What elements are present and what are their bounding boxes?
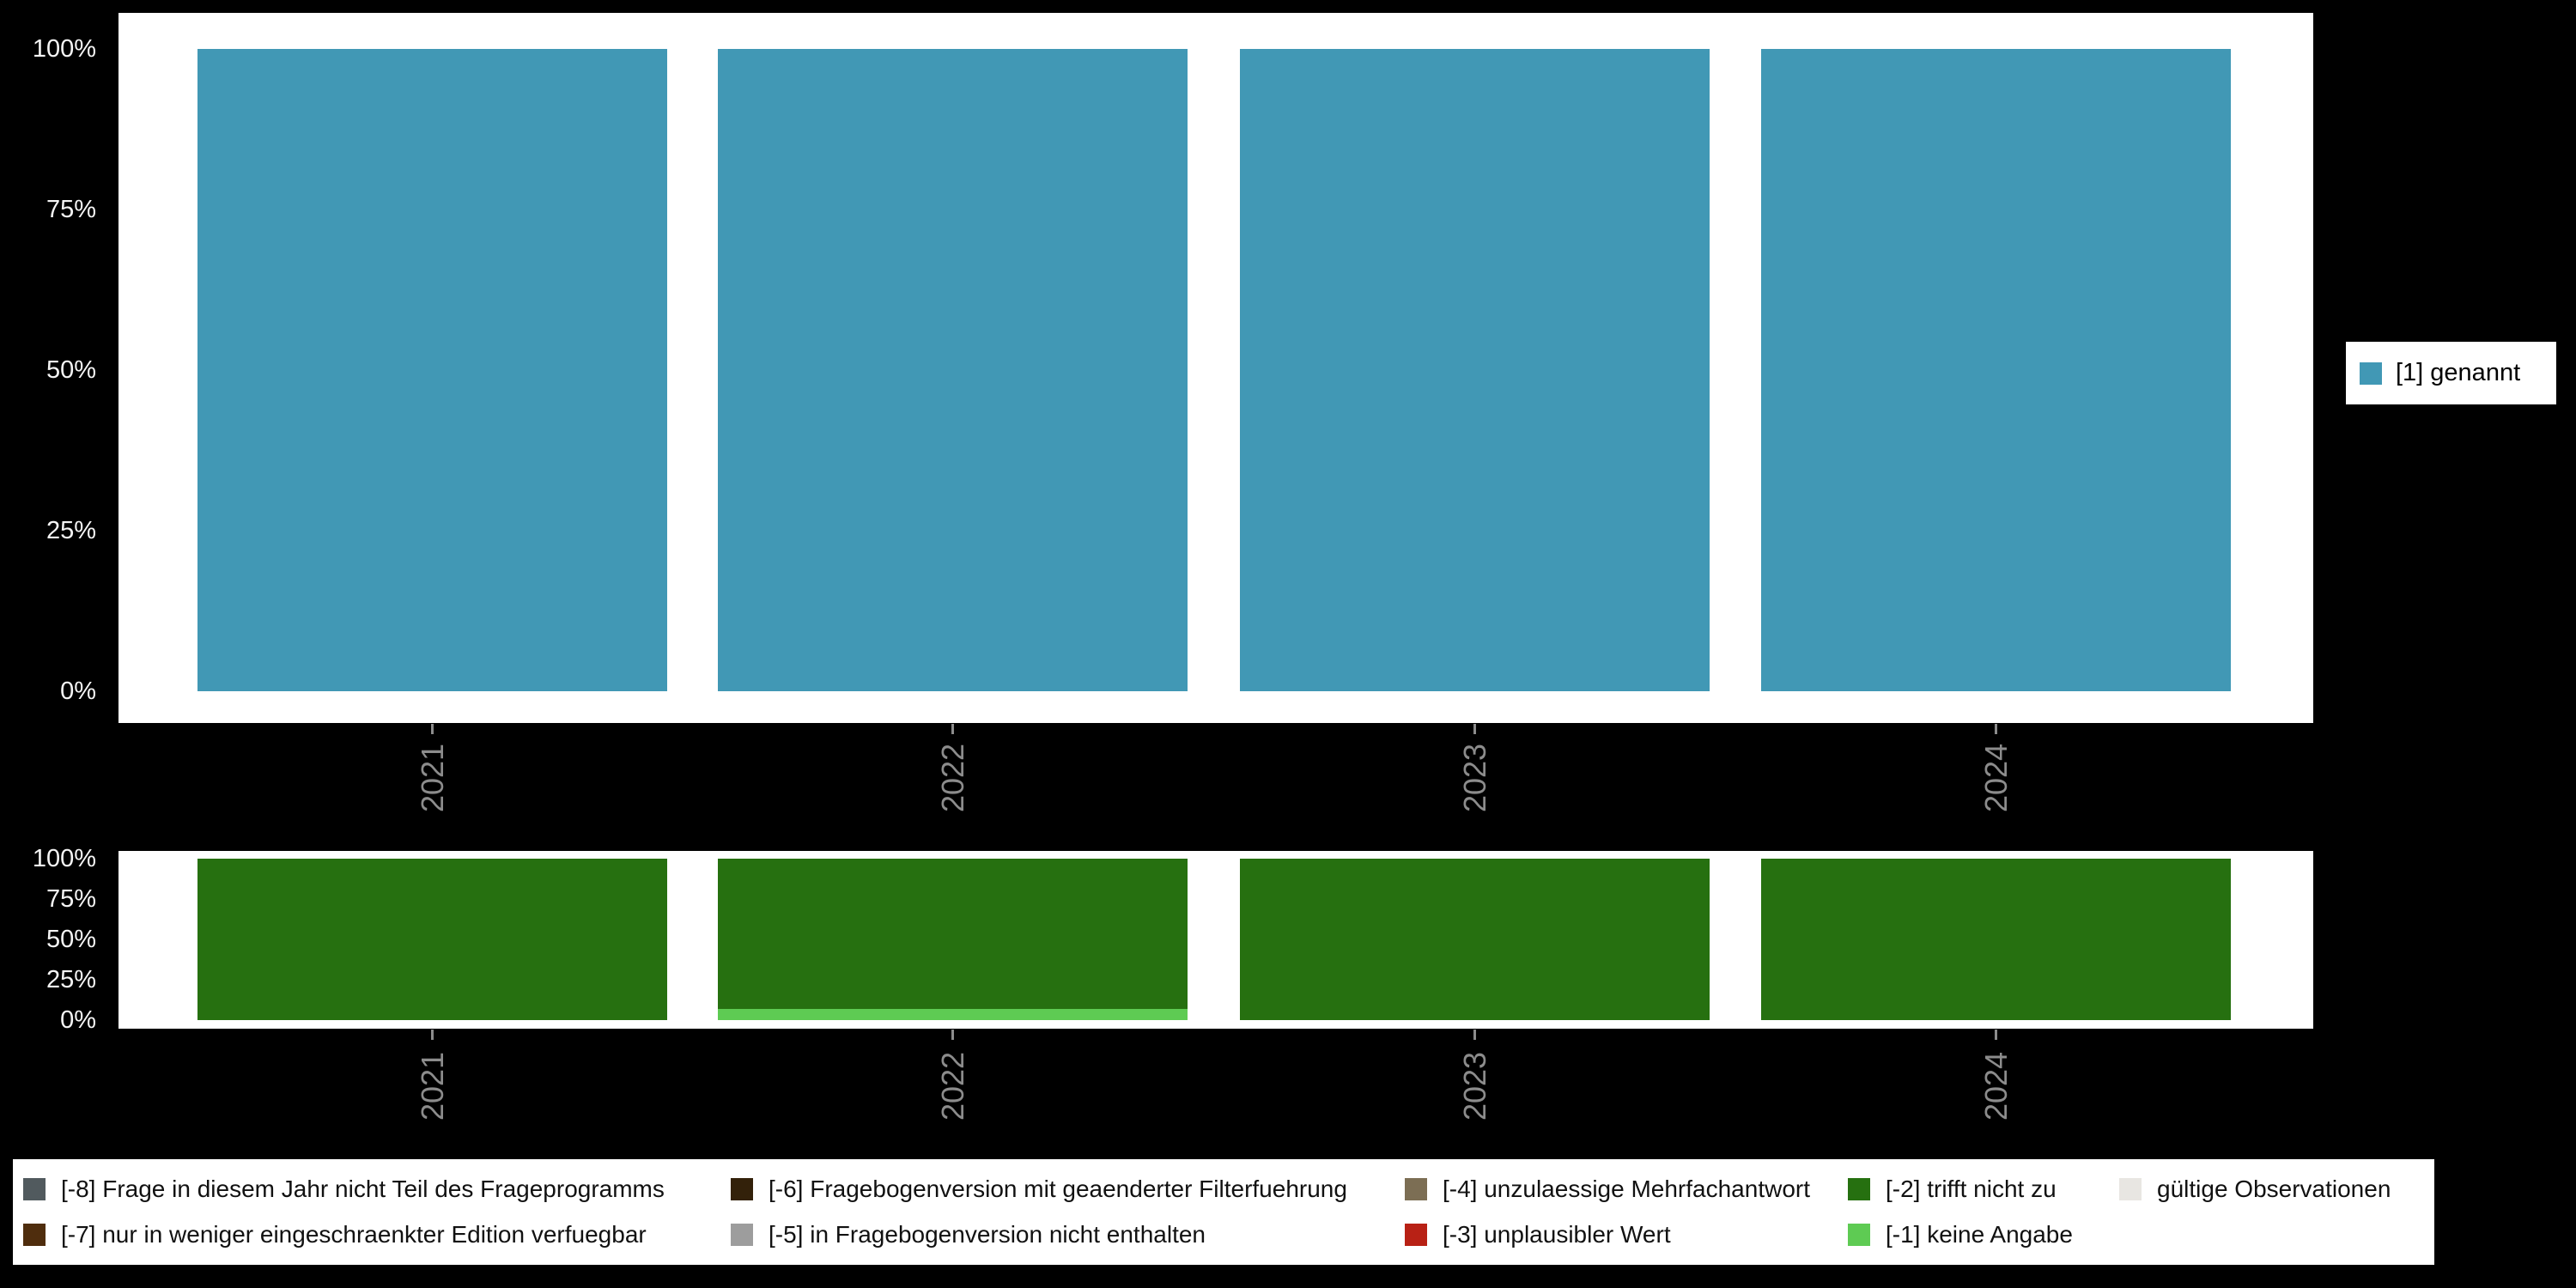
bottom-chart-bar-segment bbox=[197, 859, 667, 1020]
top-chart-y-axis-tick-label: 50% bbox=[46, 356, 96, 384]
bottom-chart-x-axis-tick-mark bbox=[1473, 1030, 1476, 1040]
legend-item-label: [-3] unplausibler Wert bbox=[1443, 1221, 1671, 1248]
bottom-chart-panel bbox=[118, 851, 2313, 1029]
bottom-chart-bar-segment bbox=[1761, 859, 2231, 1020]
legend-swatch bbox=[23, 1224, 46, 1246]
top-chart-x-axis-tick-mark bbox=[1995, 724, 1997, 734]
bottom-chart-x-axis-tick-mark bbox=[951, 1030, 954, 1040]
missing-values-legend: [-8] Frage in diesem Jahr nicht Teil des… bbox=[13, 1159, 2434, 1265]
top-chart-panel bbox=[118, 13, 2313, 723]
legend-item-label: [-4] unzulaessige Mehrfachantwort bbox=[1443, 1176, 1810, 1202]
top-legend-label: [1] genannt bbox=[2396, 359, 2521, 386]
bottom-chart-x-axis-tick-label: 2023 bbox=[1456, 1051, 1492, 1121]
legend-item: [-2] trifft nicht zu bbox=[1848, 1175, 2057, 1204]
legend-item-label: [-7] nur in weniger eingeschraenkter Edi… bbox=[61, 1221, 647, 1248]
top-chart-legend: [1] genannt bbox=[2346, 342, 2556, 404]
top-chart-y-axis-tick-label: 75% bbox=[46, 196, 96, 223]
legend-item-label: [-2] trifft nicht zu bbox=[1886, 1176, 2057, 1202]
top-chart-x-axis-tick-label: 2023 bbox=[1456, 743, 1492, 813]
bottom-chart-bar-segment bbox=[718, 1008, 1188, 1020]
top-legend-swatch bbox=[2360, 361, 2382, 385]
top-chart-x-axis-tick-label: 2021 bbox=[414, 743, 450, 813]
legend-item-label: [-1] keine Angabe bbox=[1886, 1221, 2073, 1248]
legend-swatch bbox=[1848, 1178, 1870, 1200]
bottom-chart-x-axis-tick-label: 2022 bbox=[934, 1051, 970, 1121]
legend-item: [-5] in Fragebogenversion nicht enthalte… bbox=[731, 1220, 1206, 1249]
bottom-chart-bar-segment bbox=[1240, 859, 1710, 1020]
top-chart-x-axis-tick-label: 2024 bbox=[1978, 743, 2014, 813]
legend-item: [-1] keine Angabe bbox=[1848, 1220, 2073, 1249]
legend-item-label: [-6] Fragebogenversion mit geaenderter F… bbox=[769, 1176, 1347, 1202]
bottom-chart-y-axis-tick-label: 50% bbox=[46, 926, 96, 953]
bottom-chart-x-axis-tick-mark bbox=[1995, 1030, 1997, 1040]
legend-item: [-6] Fragebogenversion mit geaenderter F… bbox=[731, 1175, 1347, 1204]
legend-swatch bbox=[1405, 1178, 1427, 1200]
top-chart-x-axis-tick-mark bbox=[431, 724, 434, 734]
top-chart-x-axis-tick-mark bbox=[951, 724, 954, 734]
legend-item: [-3] unplausibler Wert bbox=[1405, 1220, 1671, 1249]
bottom-chart-y-axis-tick-label: 25% bbox=[46, 966, 96, 993]
legend-swatch bbox=[731, 1178, 753, 1200]
legend-swatch bbox=[23, 1178, 46, 1200]
bottom-chart-y-axis-tick-label: 100% bbox=[32, 845, 96, 872]
top-chart-plot-area bbox=[118, 49, 2313, 691]
bottom-chart-x-axis-tick-label: 2024 bbox=[1978, 1051, 2014, 1121]
legend-item: [-4] unzulaessige Mehrfachantwort bbox=[1405, 1175, 1810, 1204]
top-chart-bar-segment bbox=[1761, 49, 2231, 691]
bottom-chart-y-axis-tick-label: 75% bbox=[46, 885, 96, 913]
legend-swatch bbox=[731, 1224, 753, 1246]
legend-item-label: [-8] Frage in diesem Jahr nicht Teil des… bbox=[61, 1176, 665, 1202]
bottom-chart-x-axis-tick-mark bbox=[431, 1030, 434, 1040]
legend-swatch bbox=[1405, 1224, 1427, 1246]
legend-item: [-8] Frage in diesem Jahr nicht Teil des… bbox=[23, 1175, 665, 1204]
top-chart-x-axis-tick-mark bbox=[1473, 724, 1476, 734]
legend-item: gültige Observationen bbox=[2119, 1175, 2391, 1204]
top-chart-y-axis-tick-label: 25% bbox=[46, 517, 96, 544]
top-chart-x-axis-tick-label: 2022 bbox=[934, 743, 970, 813]
bottom-chart-y-axis-tick-label: 0% bbox=[60, 1006, 96, 1034]
top-chart-bar-segment bbox=[197, 49, 667, 691]
legend-swatch bbox=[1848, 1224, 1870, 1246]
top-chart-bar-segment bbox=[1240, 49, 1710, 691]
top-chart-y-axis-tick-label: 100% bbox=[32, 35, 96, 63]
top-chart-bar-segment bbox=[718, 49, 1188, 691]
bottom-chart-plot-area bbox=[118, 859, 2313, 1020]
legend-item-label: [-5] in Fragebogenversion nicht enthalte… bbox=[769, 1221, 1206, 1248]
bottom-chart-bar-segment bbox=[718, 859, 1188, 1009]
legend-item: [-7] nur in weniger eingeschraenkter Edi… bbox=[23, 1220, 647, 1249]
top-chart-y-axis-tick-label: 0% bbox=[60, 677, 96, 705]
legend-swatch bbox=[2119, 1178, 2142, 1200]
bottom-chart-x-axis-tick-label: 2021 bbox=[414, 1051, 450, 1121]
legend-item-label: gültige Observationen bbox=[2157, 1176, 2391, 1202]
